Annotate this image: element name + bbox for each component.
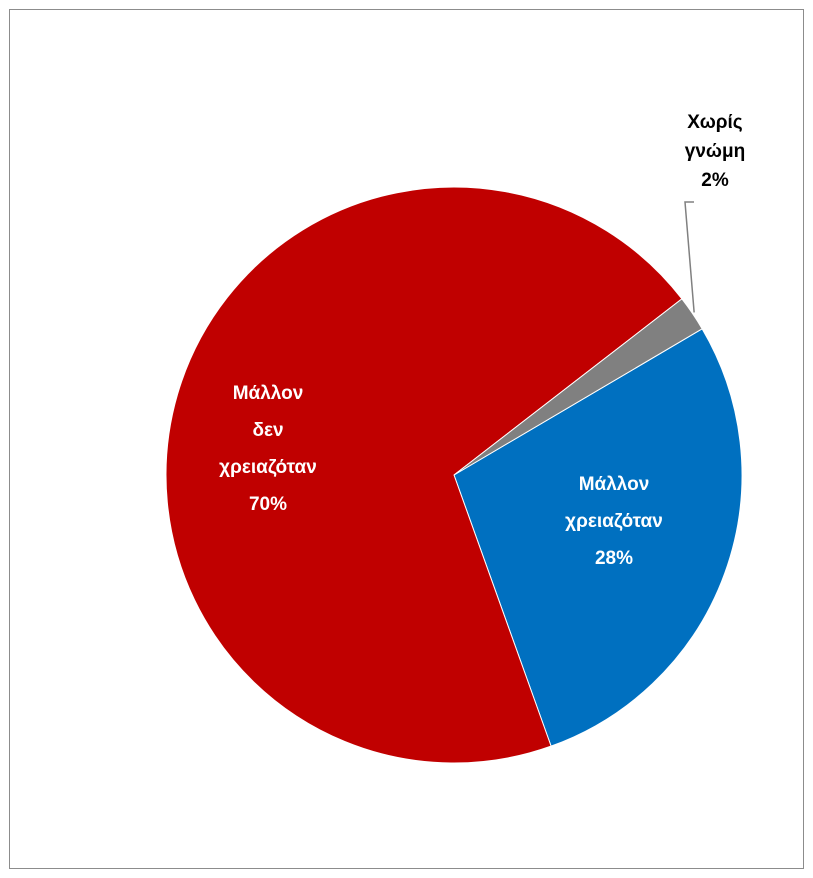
data-label-line: 28% <box>595 548 633 569</box>
data-label-line: Μάλλον <box>579 474 650 495</box>
data-label-line: γνώμη <box>685 141 745 162</box>
data-label-line: 2% <box>701 170 729 191</box>
leader-line <box>684 201 695 313</box>
data-label-2: Χωρίς γνώμη 2% <box>685 112 745 191</box>
data-label-line: 70% <box>249 494 287 515</box>
chart-area: Μάλλον χρειαζόταν 28% Μάλλον δεν χρειαζόταν 70… <box>9 9 804 869</box>
data-label-0: Μάλλον χρειαζόταν 28% <box>565 474 663 569</box>
data-label-line: Μάλλον <box>233 383 304 404</box>
data-label-1: Μάλλον δεν χρειαζόταν 70% <box>219 383 317 515</box>
pie-chart: Μάλλον χρειαζόταν 28% Μάλλον δεν χρειαζόταν 70… <box>165 112 745 764</box>
pie-slice-2 <box>453 298 703 476</box>
pie-slice-1 <box>165 186 683 764</box>
data-label-line: δεν <box>252 420 283 441</box>
data-label-line: Χωρίς <box>687 112 743 133</box>
data-label-line: χρειαζόταν <box>219 457 317 478</box>
data-label-line: χρειαζόταν <box>565 511 663 532</box>
